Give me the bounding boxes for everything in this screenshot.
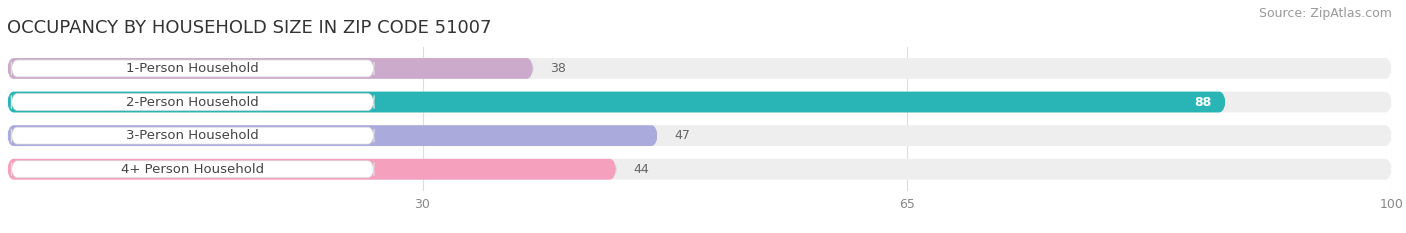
FancyBboxPatch shape [7, 125, 658, 146]
Text: 44: 44 [633, 163, 648, 176]
Text: 38: 38 [550, 62, 565, 75]
FancyBboxPatch shape [7, 58, 533, 79]
Text: 2-Person Household: 2-Person Household [127, 96, 259, 109]
Text: OCCUPANCY BY HOUSEHOLD SIZE IN ZIP CODE 51007: OCCUPANCY BY HOUSEHOLD SIZE IN ZIP CODE … [7, 19, 492, 37]
FancyBboxPatch shape [7, 159, 1392, 180]
Text: 1-Person Household: 1-Person Household [127, 62, 259, 75]
FancyBboxPatch shape [7, 159, 616, 180]
FancyBboxPatch shape [7, 92, 1392, 113]
Text: 4+ Person Household: 4+ Person Household [121, 163, 264, 176]
FancyBboxPatch shape [11, 94, 374, 110]
FancyBboxPatch shape [11, 161, 374, 178]
Text: Source: ZipAtlas.com: Source: ZipAtlas.com [1258, 7, 1392, 20]
FancyBboxPatch shape [11, 127, 374, 144]
FancyBboxPatch shape [7, 92, 1226, 113]
FancyBboxPatch shape [7, 125, 1392, 146]
Text: 88: 88 [1195, 96, 1212, 109]
Text: 3-Person Household: 3-Person Household [127, 129, 259, 142]
Text: 47: 47 [675, 129, 690, 142]
FancyBboxPatch shape [11, 60, 374, 77]
FancyBboxPatch shape [7, 58, 1392, 79]
